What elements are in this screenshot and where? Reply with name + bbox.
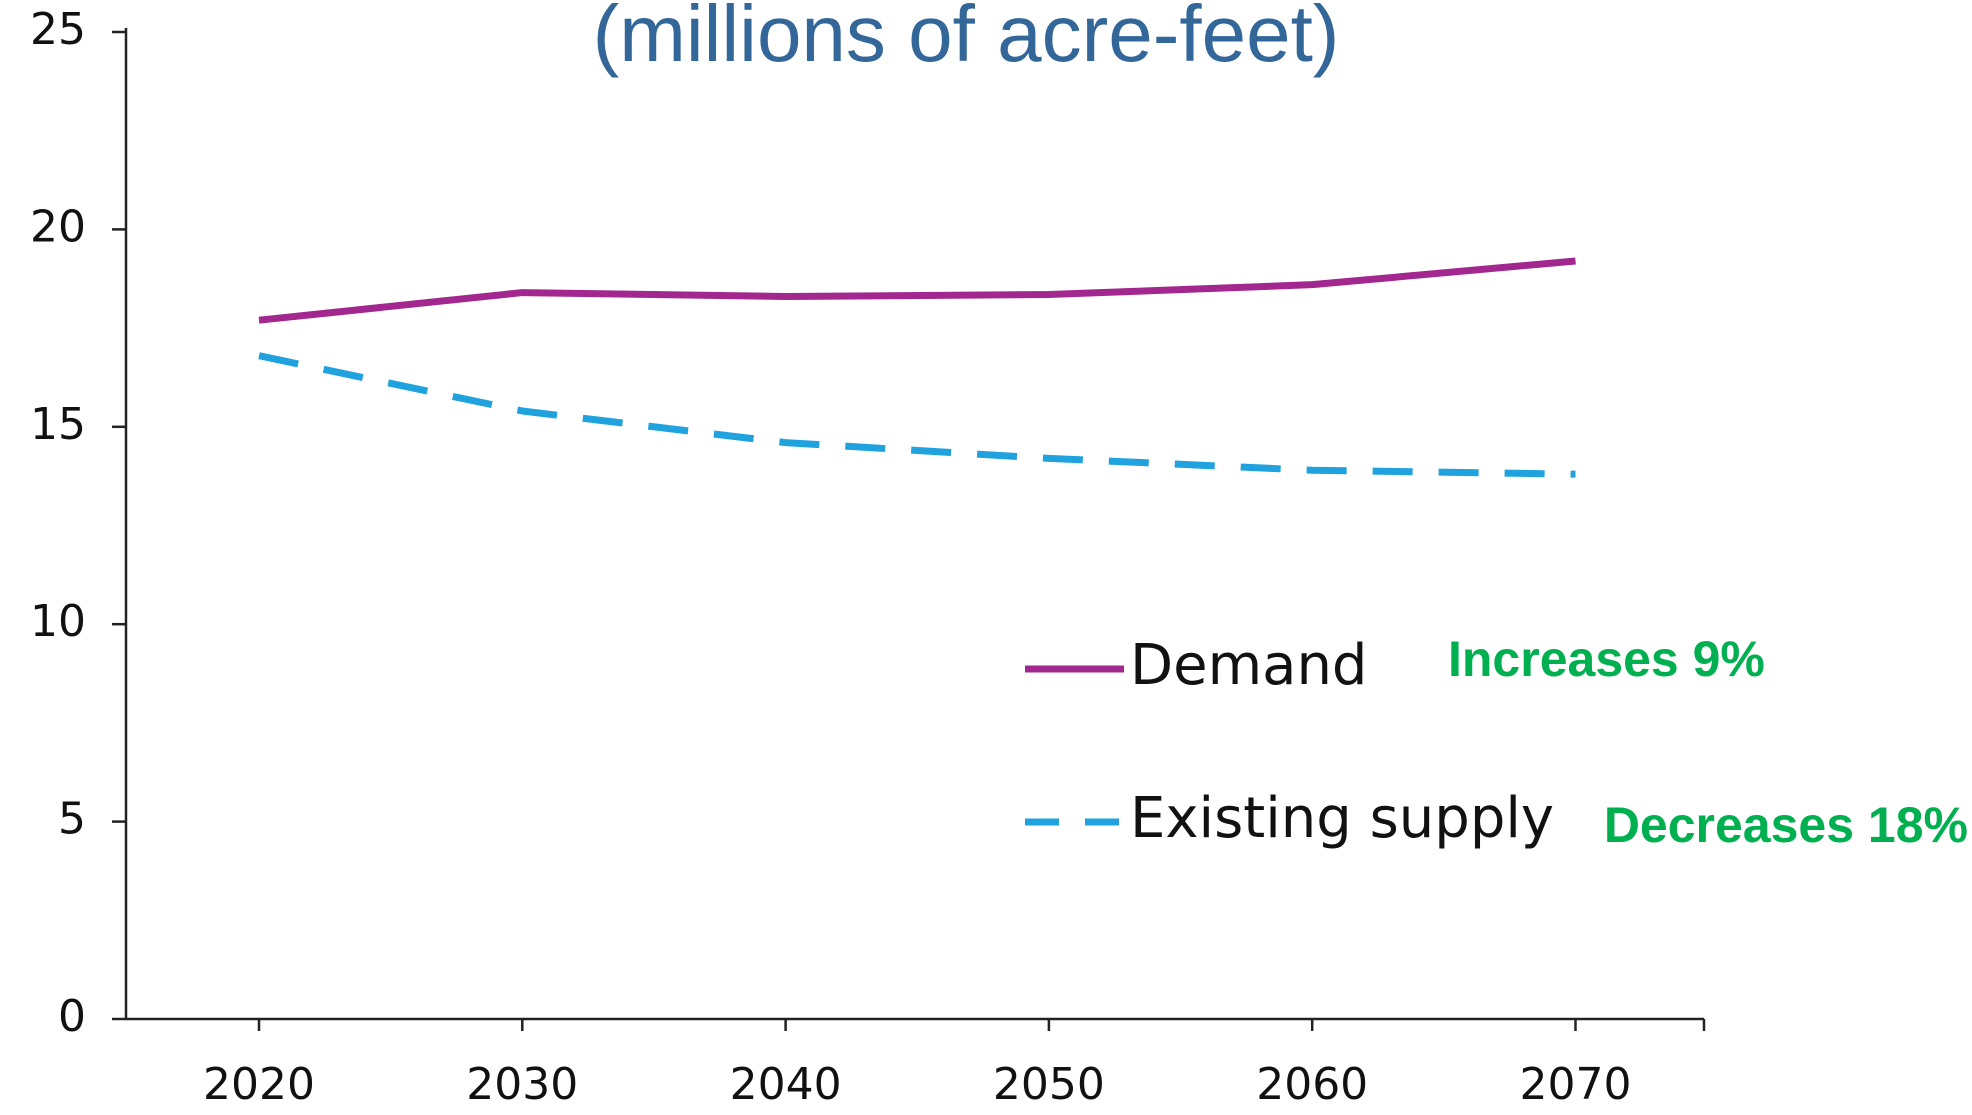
- y-tick-label: 10: [30, 596, 86, 647]
- y-tick-label: 0: [58, 991, 86, 1042]
- annotation: Decreases 18%: [1604, 797, 1968, 853]
- legend-label: Demand: [1130, 633, 1367, 698]
- x-tick-label: 2030: [466, 1059, 578, 1110]
- y-tick-label: 5: [58, 794, 86, 845]
- x-tick-label: 2040: [730, 1059, 842, 1110]
- series-line: [258, 257, 1576, 324]
- x-tick-label: 2070: [1520, 1059, 1632, 1110]
- y-tick-label: 20: [30, 201, 86, 252]
- x-tick-label: 2050: [993, 1059, 1105, 1110]
- series-line: [258, 352, 1576, 478]
- legend-label: Existing supply: [1130, 786, 1554, 851]
- x-tick-label: 2060: [1256, 1059, 1368, 1110]
- y-tick-label: 15: [30, 399, 86, 450]
- annotation: Increases 9%: [1448, 631, 1765, 687]
- chart-title: (millions of acre-feet): [593, 0, 1340, 78]
- y-tick-label: 25: [30, 4, 86, 55]
- x-tick-label: 2020: [203, 1059, 315, 1110]
